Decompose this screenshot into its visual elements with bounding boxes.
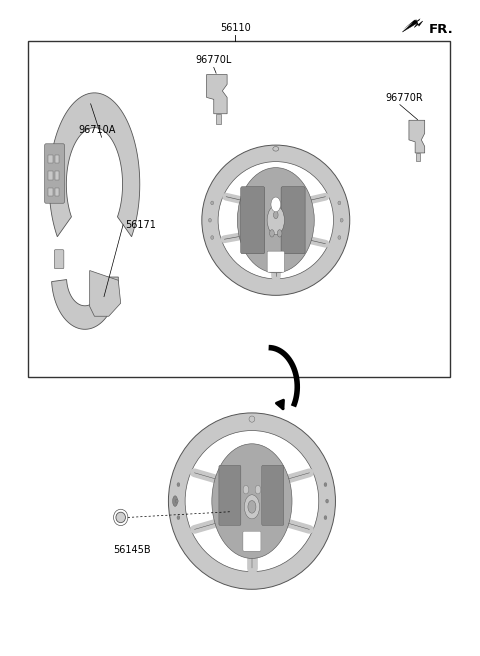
Ellipse shape <box>211 201 214 205</box>
Bar <box>48 171 53 180</box>
Ellipse shape <box>211 236 214 239</box>
Ellipse shape <box>173 496 178 506</box>
Ellipse shape <box>175 499 178 503</box>
Bar <box>55 171 60 180</box>
Text: 96770R: 96770R <box>386 92 423 102</box>
Ellipse shape <box>340 218 343 222</box>
Ellipse shape <box>324 516 327 520</box>
Ellipse shape <box>218 161 334 279</box>
Ellipse shape <box>338 201 341 205</box>
Polygon shape <box>206 75 227 113</box>
Polygon shape <box>52 277 118 329</box>
Ellipse shape <box>237 168 314 273</box>
Ellipse shape <box>273 146 279 151</box>
Ellipse shape <box>338 236 341 239</box>
Ellipse shape <box>271 197 281 212</box>
Polygon shape <box>49 93 140 237</box>
Ellipse shape <box>270 230 274 237</box>
Text: FR.: FR. <box>429 23 453 36</box>
Ellipse shape <box>267 206 285 235</box>
Bar <box>48 155 53 163</box>
FancyBboxPatch shape <box>262 465 284 525</box>
Ellipse shape <box>177 483 180 487</box>
FancyBboxPatch shape <box>54 250 64 269</box>
Ellipse shape <box>249 416 255 422</box>
Text: 56171: 56171 <box>125 220 156 230</box>
FancyBboxPatch shape <box>267 251 285 272</box>
Ellipse shape <box>208 218 211 222</box>
Ellipse shape <box>168 413 336 589</box>
Polygon shape <box>416 153 420 161</box>
Ellipse shape <box>177 516 180 520</box>
Ellipse shape <box>255 485 261 494</box>
Polygon shape <box>90 270 120 316</box>
Ellipse shape <box>248 501 256 513</box>
Bar <box>28 41 450 377</box>
Text: 96770L: 96770L <box>195 55 232 66</box>
Text: 56110: 56110 <box>220 24 251 33</box>
Ellipse shape <box>202 145 350 295</box>
Polygon shape <box>403 18 420 30</box>
FancyBboxPatch shape <box>240 187 265 254</box>
Ellipse shape <box>324 483 327 487</box>
FancyBboxPatch shape <box>45 144 65 203</box>
Ellipse shape <box>243 485 249 494</box>
Ellipse shape <box>274 211 278 218</box>
Bar <box>48 188 53 196</box>
Bar <box>55 155 60 163</box>
Polygon shape <box>402 20 423 32</box>
FancyBboxPatch shape <box>281 187 305 254</box>
Ellipse shape <box>244 495 260 519</box>
Ellipse shape <box>116 512 125 523</box>
FancyBboxPatch shape <box>219 465 241 525</box>
Polygon shape <box>409 120 425 153</box>
Ellipse shape <box>185 430 319 571</box>
Bar <box>55 188 60 196</box>
Polygon shape <box>216 113 221 123</box>
Text: 56145B: 56145B <box>114 545 151 555</box>
FancyBboxPatch shape <box>243 531 261 551</box>
Ellipse shape <box>212 443 292 558</box>
Ellipse shape <box>277 230 282 237</box>
Text: 96710A: 96710A <box>78 125 116 135</box>
Ellipse shape <box>325 499 328 503</box>
